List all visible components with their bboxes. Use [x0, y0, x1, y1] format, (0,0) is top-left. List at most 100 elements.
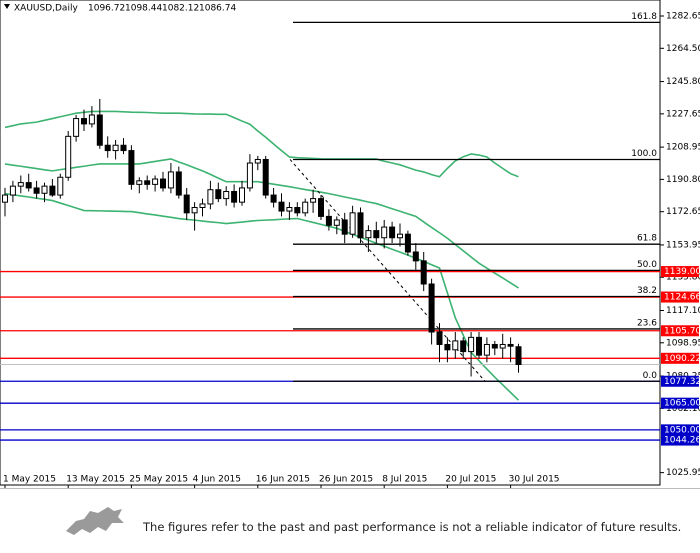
level-tag — [661, 352, 699, 364]
candle-body — [333, 219, 340, 226]
candle-body — [483, 343, 490, 356]
chart: XAUUSD,Daily 1096.72 1098.44 1082.12 108… — [0, 0, 700, 488]
candle-body — [476, 336, 482, 356]
candle-body — [73, 118, 80, 137]
candle-body — [96, 114, 103, 146]
candle-body — [404, 233, 411, 253]
level-tag — [661, 266, 699, 278]
candle-body — [152, 178, 159, 185]
x-tick-label: 13 May 2015 — [66, 475, 125, 485]
candle-body — [270, 194, 277, 203]
y-tick-label: 1227.65 — [666, 109, 700, 119]
logo — [66, 507, 124, 535]
candle-body — [2, 194, 8, 203]
candle-body — [499, 343, 506, 349]
candle-body — [88, 114, 95, 125]
y-tick-label: 1208.95 — [666, 143, 700, 153]
candle-body — [199, 203, 206, 209]
candle-body — [9, 185, 16, 196]
x-tick-label: 30 Jul 2015 — [509, 475, 560, 485]
x-tick-label: 26 Jun 2015 — [319, 475, 373, 485]
header-high: 1098.44 — [125, 4, 162, 14]
candle-body — [65, 135, 72, 178]
level-label: 1050.00 — [664, 425, 700, 435]
y-tick-label: 1264.50 — [666, 44, 700, 54]
candle-body — [239, 187, 245, 203]
y-tick-label: 1135.80 — [666, 273, 700, 283]
fib-label: 161.8 — [631, 12, 657, 22]
level-tag — [661, 434, 699, 446]
candle-body — [460, 340, 467, 353]
fib-label: 38.2 — [637, 286, 657, 296]
candle-body — [389, 226, 396, 239]
bollinger-lower — [4, 192, 520, 401]
level-label: 1065.00 — [664, 399, 700, 409]
plot-frame — [0, 0, 661, 486]
candle-body — [183, 194, 190, 214]
candle-body — [191, 207, 198, 214]
level-label: 1139.00 — [664, 267, 700, 277]
header-close: 1086.74 — [199, 4, 236, 14]
candle-body — [286, 207, 293, 212]
candle-body — [318, 198, 324, 217]
candle-body — [373, 230, 380, 239]
candle-body — [104, 144, 111, 152]
candle-body — [167, 171, 174, 189]
level-tag — [661, 424, 699, 436]
bollinger-upper — [4, 110, 519, 178]
fib-label: 0.0 — [643, 371, 658, 381]
y-tick-label: 1062.10 — [666, 404, 700, 414]
footer: The figures refer to the past and past p… — [0, 488, 700, 553]
level-label: 1105.70 — [664, 326, 700, 336]
candle-body — [49, 185, 56, 196]
candle-body — [81, 118, 87, 125]
candle-body — [25, 182, 32, 189]
candle-body — [223, 190, 230, 200]
symbol-marker — [4, 4, 10, 9]
candle-body — [468, 336, 475, 353]
candle-body — [254, 158, 261, 164]
level-label: 1077.32 — [664, 377, 700, 387]
candle-body — [144, 180, 151, 185]
x-tick-label: 4 Jun 2015 — [193, 475, 241, 485]
level-label: 1124.66 — [664, 293, 700, 303]
candle-body — [112, 144, 119, 152]
candle-body — [33, 187, 40, 194]
header-low: 1082.12 — [162, 4, 199, 14]
chart-title: XAUUSD,Daily — [14, 4, 78, 14]
y-tick-label: 1282.65 — [666, 12, 700, 22]
candle-body — [515, 346, 522, 366]
candle-body — [412, 251, 419, 262]
candle-body — [231, 190, 238, 203]
fib-label: 100.0 — [631, 149, 657, 159]
candle-body — [325, 215, 332, 226]
fib-label: 61.8 — [637, 234, 657, 244]
candle-body — [120, 144, 127, 152]
candle-body — [357, 212, 364, 239]
candle-body — [452, 340, 459, 351]
candle-body — [160, 178, 166, 189]
level-tag — [661, 291, 699, 303]
candle-body — [136, 180, 143, 185]
x-tick-label: 16 Jun 2015 — [256, 475, 310, 485]
candle-body — [341, 219, 348, 235]
candle-body — [365, 230, 372, 239]
candle-body — [381, 226, 388, 239]
disclaimer: The figures refer to the past and past p… — [143, 520, 682, 534]
bollinger-middle — [4, 158, 519, 289]
y-tick-label: 1153.95 — [666, 240, 700, 250]
candle-body — [278, 201, 285, 212]
level-label: 1044.26 — [664, 436, 700, 446]
candle-body — [41, 185, 48, 194]
candle-body — [294, 207, 301, 214]
y-tick-label: 1098.95 — [666, 338, 700, 348]
candle-body — [246, 162, 253, 189]
level-tag — [661, 397, 699, 409]
y-tick-label: 1117.10 — [666, 306, 700, 316]
logo-shape — [66, 507, 124, 535]
candle-body — [207, 189, 214, 205]
candle-body — [428, 283, 435, 333]
header-open: 1096.72 — [88, 4, 125, 14]
candle-body — [262, 158, 269, 196]
x-tick-label: 25 May 2015 — [129, 475, 188, 485]
